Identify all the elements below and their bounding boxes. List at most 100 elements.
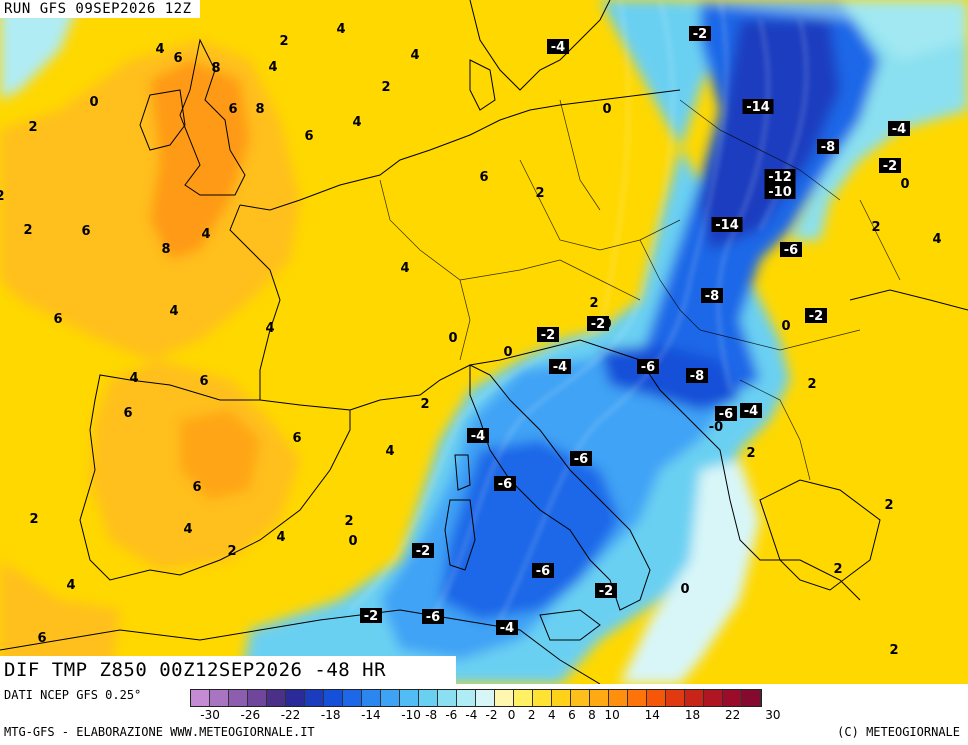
map-title: DIF TMP Z850 00Z12SEP2026 -48 HR (0, 656, 456, 684)
legend-swatch (704, 690, 723, 706)
contour-label-bg (494, 476, 516, 491)
north-africa-coast (0, 609, 601, 684)
legend-tick-label: 14 (644, 708, 660, 722)
legend-swatch (495, 690, 514, 706)
contour-label-bg (637, 359, 659, 374)
legend-swatch (723, 690, 742, 706)
contour-label: -8 (705, 289, 719, 304)
legend-swatch (324, 690, 343, 706)
copyright-label: (C) METEOGIORNALE (837, 725, 960, 739)
contour-label-bg (547, 39, 569, 54)
contour-label: -2 (416, 544, 430, 559)
legend-swatch (305, 690, 324, 706)
legend-swatch (362, 690, 381, 706)
contour-label: 6 (199, 374, 208, 389)
contour-label-bg (412, 543, 434, 558)
contour-label: -4 (551, 40, 565, 55)
contour-label-bg (764, 184, 796, 199)
contour-label: -6 (574, 452, 588, 467)
legend-swatch (343, 690, 362, 706)
contour-label: 4 (276, 530, 285, 545)
contour-label: 4 (410, 48, 419, 63)
contour-label-bg (879, 158, 901, 173)
contour-label: -12 (768, 170, 792, 185)
legend-swatch (533, 690, 552, 706)
legend-tick-label: 22 (725, 708, 741, 722)
contour-label: -2 (541, 328, 555, 343)
contour-label: -6 (536, 564, 550, 579)
contour-label-bg (805, 308, 827, 323)
contour-label: -6 (719, 407, 733, 422)
contour-value-labels: 046824426842064-4-2268424-140026-8-12-10… (0, 7, 942, 658)
coastlines-and-borders (0, 0, 968, 684)
contour-label: 6 (53, 312, 62, 327)
contour-label: 4 (265, 321, 274, 336)
run-info-label: RUN GFS 09SEP2026 12Z (0, 0, 200, 18)
contour-label: 4 (400, 261, 409, 276)
legend-swatch (286, 690, 305, 706)
balkans-coast (639, 359, 861, 601)
sicily-outline (539, 609, 601, 641)
contour-label: 6 (123, 406, 132, 421)
contour-label: 2 (23, 223, 32, 238)
contour-label: 2 (833, 562, 842, 577)
legend-tick-label: 10 (604, 708, 620, 722)
contour-label: 2 (29, 512, 38, 527)
legend-swatch (229, 690, 248, 706)
contour-label-bg (686, 368, 708, 383)
legend-swatch (210, 690, 229, 706)
legend-swatch (438, 690, 457, 706)
contour-label: 2 (344, 514, 353, 529)
contour-label-bg (537, 327, 559, 342)
mediterranean-coast (349, 339, 641, 411)
contour-label: -6 (498, 477, 512, 492)
data-source-label: DATI NCEP GFS 0.25° (4, 688, 142, 702)
cold-anomaly-areas (0, 0, 968, 684)
contour-label: 6 (81, 224, 90, 239)
contour-label: 2 (889, 643, 898, 658)
corsica-outline (454, 454, 471, 491)
contour-label: 4 (169, 304, 178, 319)
contour-label-bg (549, 359, 571, 374)
denmark-outline (469, 59, 496, 111)
contour-label: -2 (364, 609, 378, 624)
contour-label: -8 (821, 140, 835, 155)
legend-tick-label: -30 (200, 708, 220, 722)
greece-outline (759, 479, 881, 591)
contour-label: 6 (479, 170, 488, 185)
contour-label-bg (764, 169, 796, 184)
black-sea-coast (849, 289, 968, 311)
contour-label: 8 (161, 242, 170, 257)
legend-swatch (419, 690, 438, 706)
italy-outline (469, 364, 651, 611)
contour-label: -2 (883, 159, 897, 174)
legend-swatch (552, 690, 571, 706)
legend-tick-label: 30 (765, 708, 781, 722)
contour-label: 4 (932, 232, 941, 247)
contour-label-bg (587, 316, 609, 331)
legend-swatch (381, 690, 400, 706)
contour-label: 2 (871, 220, 880, 235)
contour-label: 2 (0, 189, 5, 204)
contour-label-bg (467, 428, 489, 443)
contour-label: -4 (500, 621, 514, 636)
country-borders (379, 99, 901, 481)
legend-tick-label: 18 (684, 708, 701, 722)
legend-swatch (457, 690, 476, 706)
contour-label: -4 (744, 404, 758, 419)
contour-label: 4 (336, 22, 345, 37)
contour-label: 2 (535, 186, 544, 201)
contour-label: -6 (426, 610, 440, 625)
contour-label-bg (742, 99, 774, 114)
contour-label: 6 (37, 631, 46, 646)
legend-tick-label: -26 (240, 708, 261, 722)
contour-label: 6 (173, 51, 182, 66)
credit-label: MTG-GFS - ELABORAZIONE WWW.METEOGIORNALE… (4, 725, 315, 739)
contour-label: 4 (352, 115, 361, 130)
legend-swatch (400, 690, 419, 706)
contour-label: 0 (781, 319, 790, 334)
color-scale-ticks: -30 -26 -22 -18 -14 -10 -8 -6 -4 -2 0 2 4 6 8 10 14 18 22 3… (190, 708, 968, 726)
contour-label: -2 (693, 27, 707, 42)
contour-label: 2 (227, 544, 236, 559)
contour-label: 4 (66, 578, 75, 593)
